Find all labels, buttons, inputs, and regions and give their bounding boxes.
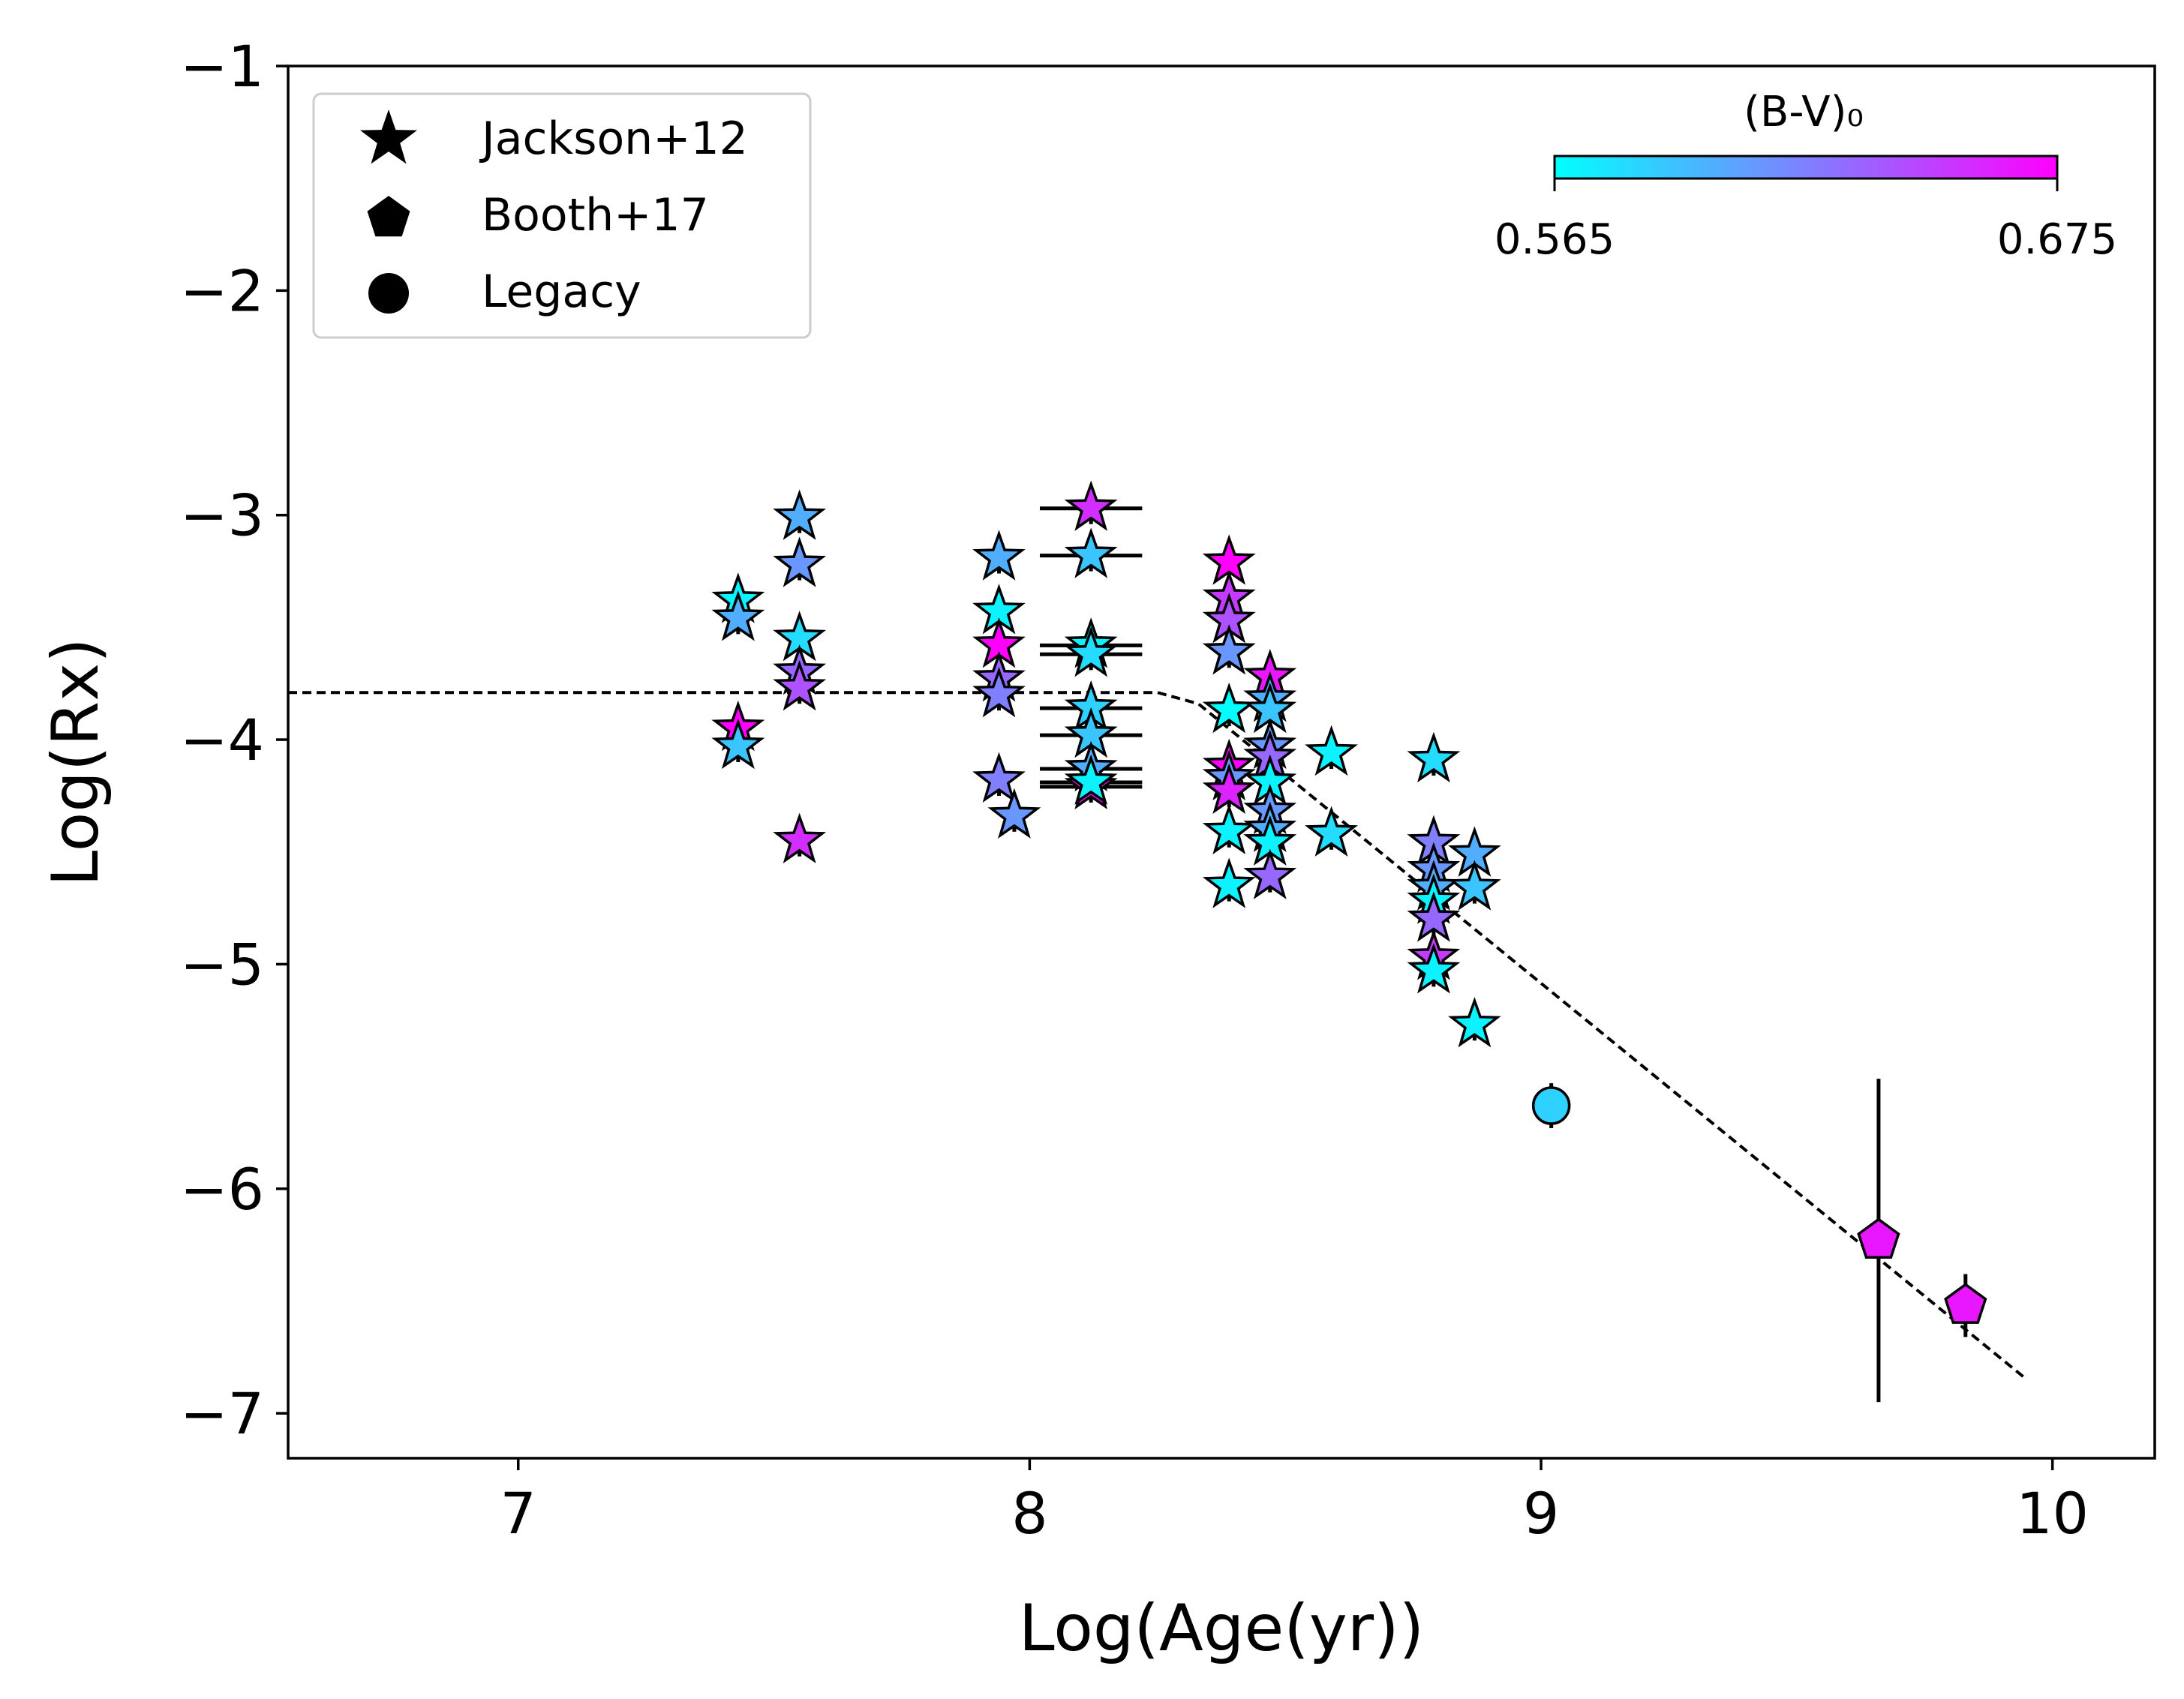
legend-label-booth: Booth+17 xyxy=(482,189,709,242)
data-point-star xyxy=(1064,626,1118,677)
data-point-star xyxy=(972,666,1026,718)
legend-markers xyxy=(360,110,417,314)
legend-box xyxy=(312,92,812,339)
legend-pentagon-icon xyxy=(367,196,410,237)
data-point-star xyxy=(1448,996,1501,1048)
data-point-star xyxy=(1064,754,1118,806)
data-point-star xyxy=(972,530,1026,581)
data-point-star xyxy=(1407,891,1461,942)
colorbar-min-label: 0.565 xyxy=(1495,215,1615,264)
data-point-star xyxy=(1202,624,1256,675)
y-tick-label: −4 xyxy=(180,707,264,773)
trend-line-layer xyxy=(288,691,2028,1381)
data-point-star xyxy=(1243,848,1297,899)
data-point-star xyxy=(1407,943,1461,994)
y-tick-label: −5 xyxy=(180,931,264,998)
legend-circle-icon xyxy=(368,273,409,314)
data-point-star xyxy=(1202,803,1256,854)
data-point-star xyxy=(1305,725,1358,776)
y-axis-label: Log(Rx) xyxy=(38,638,113,886)
y-tick-label: −3 xyxy=(180,482,264,549)
data-point-star xyxy=(1407,731,1461,783)
data-point-star xyxy=(1202,763,1256,815)
x-tick-label: 9 xyxy=(1523,1480,1559,1547)
colorbar-max-label: 0.675 xyxy=(1997,215,2117,264)
data-point-circle xyxy=(1531,1086,1571,1125)
legend: Jackson+12 Booth+17 Legacy xyxy=(312,92,812,339)
data-point-pentagon xyxy=(1944,1283,1987,1324)
data-point-pentagon xyxy=(1857,1217,1900,1259)
data-point-star xyxy=(1064,527,1118,578)
legend-star-icon xyxy=(360,110,417,164)
data-point-star xyxy=(972,752,1026,803)
y-tick-label: −2 xyxy=(180,257,264,324)
trend-line xyxy=(288,691,2028,1381)
x-axis-label: Log(Age(yr)) xyxy=(1019,1591,1424,1666)
data-point-star xyxy=(711,718,765,770)
colorbar-label: (B-V)₀ xyxy=(1744,88,1864,137)
data-point-star xyxy=(773,659,827,711)
error-bar-layer xyxy=(736,492,1968,1403)
colorbar-gradient xyxy=(1553,155,2059,180)
data-point-star xyxy=(1305,806,1358,857)
plot-frame xyxy=(287,65,2156,1460)
y-tick-label: −1 xyxy=(180,33,264,100)
x-tick-label: 10 xyxy=(2016,1480,2089,1547)
x-tick-label: 7 xyxy=(500,1480,536,1547)
x-tick-label: 8 xyxy=(1011,1480,1047,1547)
colorbar: (B-V)₀ 0.565 0.675 xyxy=(1495,88,2117,264)
tick-layer: 7 8 9 10 −1 −2 −3 −4 −5 −6 −7 xyxy=(180,33,2089,1547)
data-point-star xyxy=(711,590,765,641)
data-point-star xyxy=(1202,857,1256,908)
legend-label-legacy: Legacy xyxy=(482,266,641,318)
marker-layer xyxy=(711,480,1987,1324)
data-point-star xyxy=(987,788,1041,839)
y-tick-label: −6 xyxy=(180,1156,264,1223)
data-point-star xyxy=(1448,860,1501,911)
data-point-star xyxy=(773,489,827,540)
data-point-star xyxy=(773,536,827,587)
data-point-star xyxy=(773,812,827,863)
data-point-star xyxy=(1064,480,1118,531)
legend-label-jackson: Jackson+12 xyxy=(479,113,748,165)
y-tick-label: −7 xyxy=(180,1380,264,1447)
